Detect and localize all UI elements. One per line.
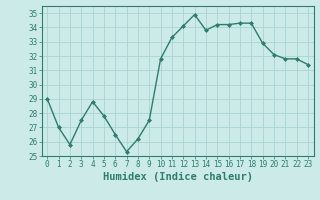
X-axis label: Humidex (Indice chaleur): Humidex (Indice chaleur)	[103, 172, 252, 182]
